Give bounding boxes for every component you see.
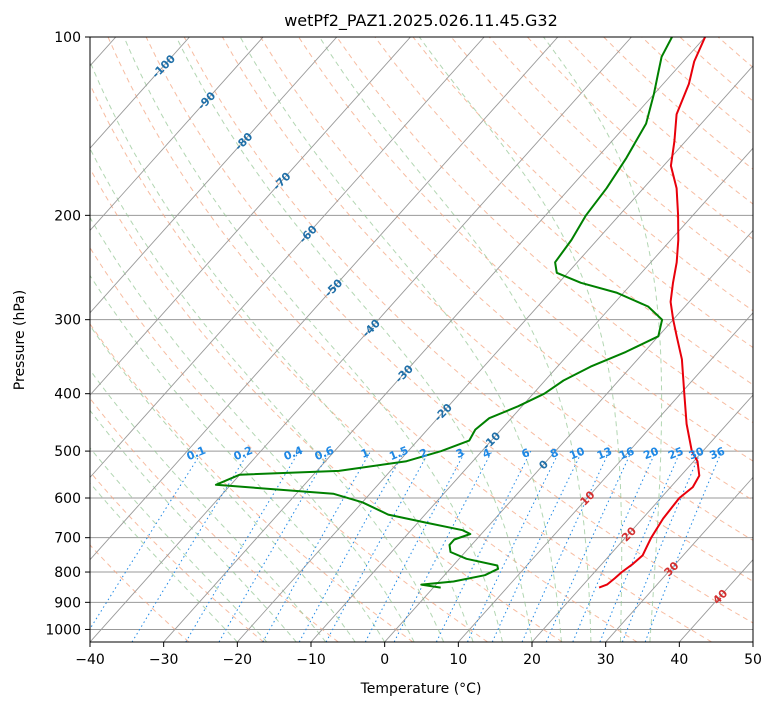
isotherm-line (90, 37, 632, 642)
isotherm-line (90, 37, 264, 232)
mixing-ratio-label: 2 (418, 446, 430, 461)
isotherm-line (605, 476, 753, 642)
temperature-line (598, 37, 707, 589)
y-axis-label: Pressure (hPa) (12, 290, 28, 390)
mixing-ratio-label: 30 (687, 444, 706, 462)
isotherm-line (384, 229, 753, 642)
mixing-ratio-label: 36 (708, 444, 727, 462)
mixing-ratio-line (521, 450, 610, 642)
x-axis-ticks: −40 −30 −20 −10 0 10 20 30 40 50 (75, 642, 762, 668)
x-tick-label: 10 (449, 652, 467, 668)
y-tick-label: 400 (54, 387, 81, 403)
mixing-ratio-line (467, 450, 560, 642)
moist-adiabat-line (90, 409, 297, 642)
dry-adiabat-line (260, 37, 753, 501)
x-tick-label: 50 (744, 652, 762, 668)
y-tick-label: 600 (54, 491, 81, 507)
isobar-lines (90, 37, 753, 630)
x-tick-label: −30 (149, 652, 179, 668)
moist-adiabat-line (90, 369, 327, 642)
y-tick-label: 700 (54, 531, 81, 547)
mixing-ratio-label: 20 (641, 444, 660, 462)
mixing-ratio-label: 8 (548, 446, 560, 461)
y-tick-label: 500 (54, 444, 81, 460)
mixing-ratio-label: 10 (568, 444, 587, 462)
x-axis-label: Temperature (°C) (360, 681, 482, 697)
mixing-ratio-line (644, 450, 723, 642)
dry-adiabat-line (90, 246, 488, 642)
plot-frame (89, 36, 754, 643)
dry-adiabat-line (90, 167, 563, 642)
moist-adiabat-line (90, 274, 386, 642)
mixing-ratio-line (131, 450, 250, 642)
dewpoint-line (214, 37, 673, 589)
mixing-ratio-label: 16 (617, 444, 636, 462)
isotherm-line (236, 65, 753, 642)
moist-adiabat-line (319, 37, 592, 642)
moist-adiabat-line (90, 147, 445, 642)
dry-adiabat-line (221, 37, 753, 541)
mixing-ratio-line (325, 450, 430, 642)
dry-adiabat-line (374, 37, 753, 386)
moist-adiabat-line (543, 37, 663, 642)
y-tick-label: 200 (54, 208, 81, 224)
x-tick-label: 20 (523, 652, 541, 668)
isotherm-lines (90, 37, 753, 642)
mixing-ratio-label: 3 (454, 446, 466, 461)
moist-adiabat-line (418, 37, 623, 642)
mixing-ratio-line (90, 450, 203, 630)
dry-adiabat-line (298, 37, 753, 462)
isotherm-line (90, 37, 411, 396)
isotherm-line (163, 37, 706, 642)
dry-adiabat-line (183, 37, 753, 582)
profile-series (214, 37, 707, 589)
mixing-ratio-line (218, 450, 331, 642)
mixing-ratio-line (435, 450, 532, 642)
mixing-ratio-label: 25 (666, 445, 685, 463)
y-tick-label: 1000 (45, 622, 81, 638)
chart-title: wetPf2_PAZ1.2025.026.11.45.G32 (284, 11, 558, 31)
moist-adiabat-line (90, 482, 238, 642)
mixing-ratio-label: 1 (359, 446, 371, 461)
isotherm-line (531, 394, 753, 642)
x-tick-label: −20 (223, 652, 253, 668)
dry-adiabat-line (90, 83, 638, 642)
x-tick-label: −10 (296, 652, 326, 668)
x-tick-label: −40 (75, 652, 105, 668)
moist-adiabat-line (90, 60, 474, 642)
isotherm-line (457, 312, 753, 642)
mixing-ratio-label: 13 (595, 445, 614, 463)
mixing-ratio-line (185, 450, 300, 642)
dry-adiabat-lines (90, 37, 753, 642)
moist-adiabat-line (175, 37, 533, 642)
y-axis-ticks: 1000 900 800 700 600 500 400 300 200 100 (45, 30, 90, 638)
y-tick-label: 100 (54, 30, 81, 46)
x-tick-label: 30 (597, 652, 615, 668)
isotherm-line (90, 37, 485, 479)
moist-adiabat-line (90, 447, 268, 642)
isotherm-line (310, 147, 753, 642)
x-tick-label: 40 (670, 652, 688, 668)
plot-area: -100-90-80-70-60-50-40-30-20-10010203040… (90, 37, 753, 642)
dry-adiabat-line (107, 37, 712, 642)
dry-adiabat-line (90, 471, 264, 642)
isotherm-line (90, 37, 190, 149)
isotherm-line (90, 37, 338, 314)
moist-adiabat-line (239, 37, 562, 642)
y-tick-label: 800 (54, 565, 81, 581)
isotherm-line (90, 37, 559, 561)
mixing-ratio-lines (90, 450, 723, 642)
y-tick-label: 300 (54, 313, 81, 329)
dry-adiabat-line (145, 37, 753, 624)
mixing-ratio-line (491, 450, 583, 642)
dry-adiabat-line (90, 397, 339, 642)
y-tick-label: 900 (54, 595, 81, 611)
x-tick-label: 0 (380, 652, 389, 668)
